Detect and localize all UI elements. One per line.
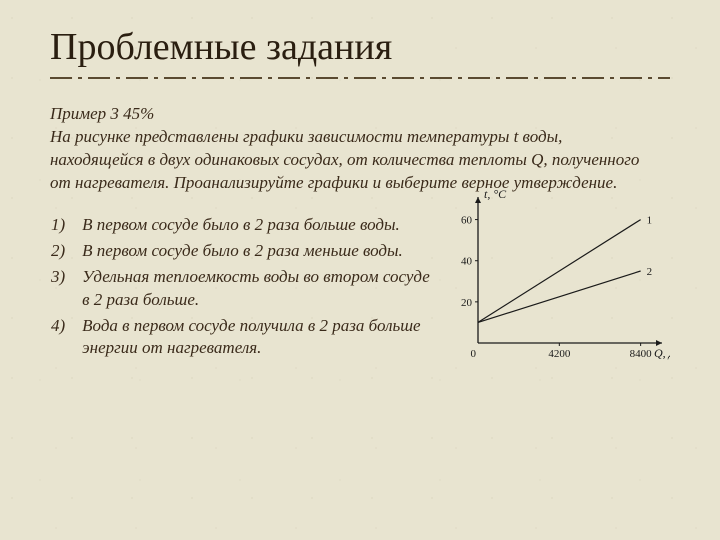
svg-text:Q, Дж: Q, Дж [654, 346, 670, 360]
svg-text:4200: 4200 [548, 348, 571, 360]
chart-plot: 20 40 60 4200 8400 0 t, °C Q, Дж 1 2 [461, 187, 670, 360]
answer-options: 1) В первом сосуде было в 2 раза больше … [50, 213, 436, 363]
option-text: Удельная теплоемкость воды во втором сос… [81, 265, 436, 314]
title-divider [50, 77, 670, 79]
option-number: 3) [50, 265, 81, 314]
line-chart: 20 40 60 4200 8400 0 t, °C Q, Дж 1 2 [440, 185, 670, 365]
example-label: Пример 3 45% [50, 104, 154, 123]
svg-text:t, °C: t, °C [484, 187, 507, 201]
intro-text: На рисунке представлены графики зависимо… [50, 127, 639, 192]
option-text: Вода в первом сосуде получила в 2 раза б… [81, 314, 436, 363]
option-row: 3) Удельная теплоемкость воды во втором … [50, 265, 436, 314]
slide: Проблемные задания Пример 3 45% На рисун… [0, 0, 720, 540]
options-table: 1) В первом сосуде было в 2 раза больше … [50, 213, 436, 363]
svg-text:1: 1 [647, 214, 653, 226]
option-row: 1) В первом сосуде было в 2 раза больше … [50, 213, 436, 239]
option-number: 2) [50, 239, 81, 265]
option-row: 4) Вода в первом сосуде получила в 2 раз… [50, 314, 436, 363]
svg-text:20: 20 [461, 297, 473, 309]
svg-text:2: 2 [647, 266, 653, 278]
svg-text:0: 0 [471, 348, 477, 360]
option-row: 2) В первом сосуде было в 2 раза меньше … [50, 239, 436, 265]
option-number: 4) [50, 314, 81, 363]
svg-text:60: 60 [461, 214, 473, 226]
problem-intro: Пример 3 45% На рисунке представлены гра… [50, 103, 650, 195]
option-text: В первом сосуде было в 2 раза меньше вод… [81, 239, 436, 265]
chart-container: 20 40 60 4200 8400 0 t, °C Q, Дж 1 2 [440, 185, 670, 365]
svg-text:40: 40 [461, 255, 473, 267]
svg-text:8400: 8400 [630, 348, 653, 360]
page-title: Проблемные задания [50, 25, 670, 69]
option-text: В первом сосуде было в 2 раза больше вод… [81, 213, 436, 239]
option-number: 1) [50, 213, 81, 239]
content-row: 1) В первом сосуде было в 2 раза больше … [50, 213, 670, 365]
